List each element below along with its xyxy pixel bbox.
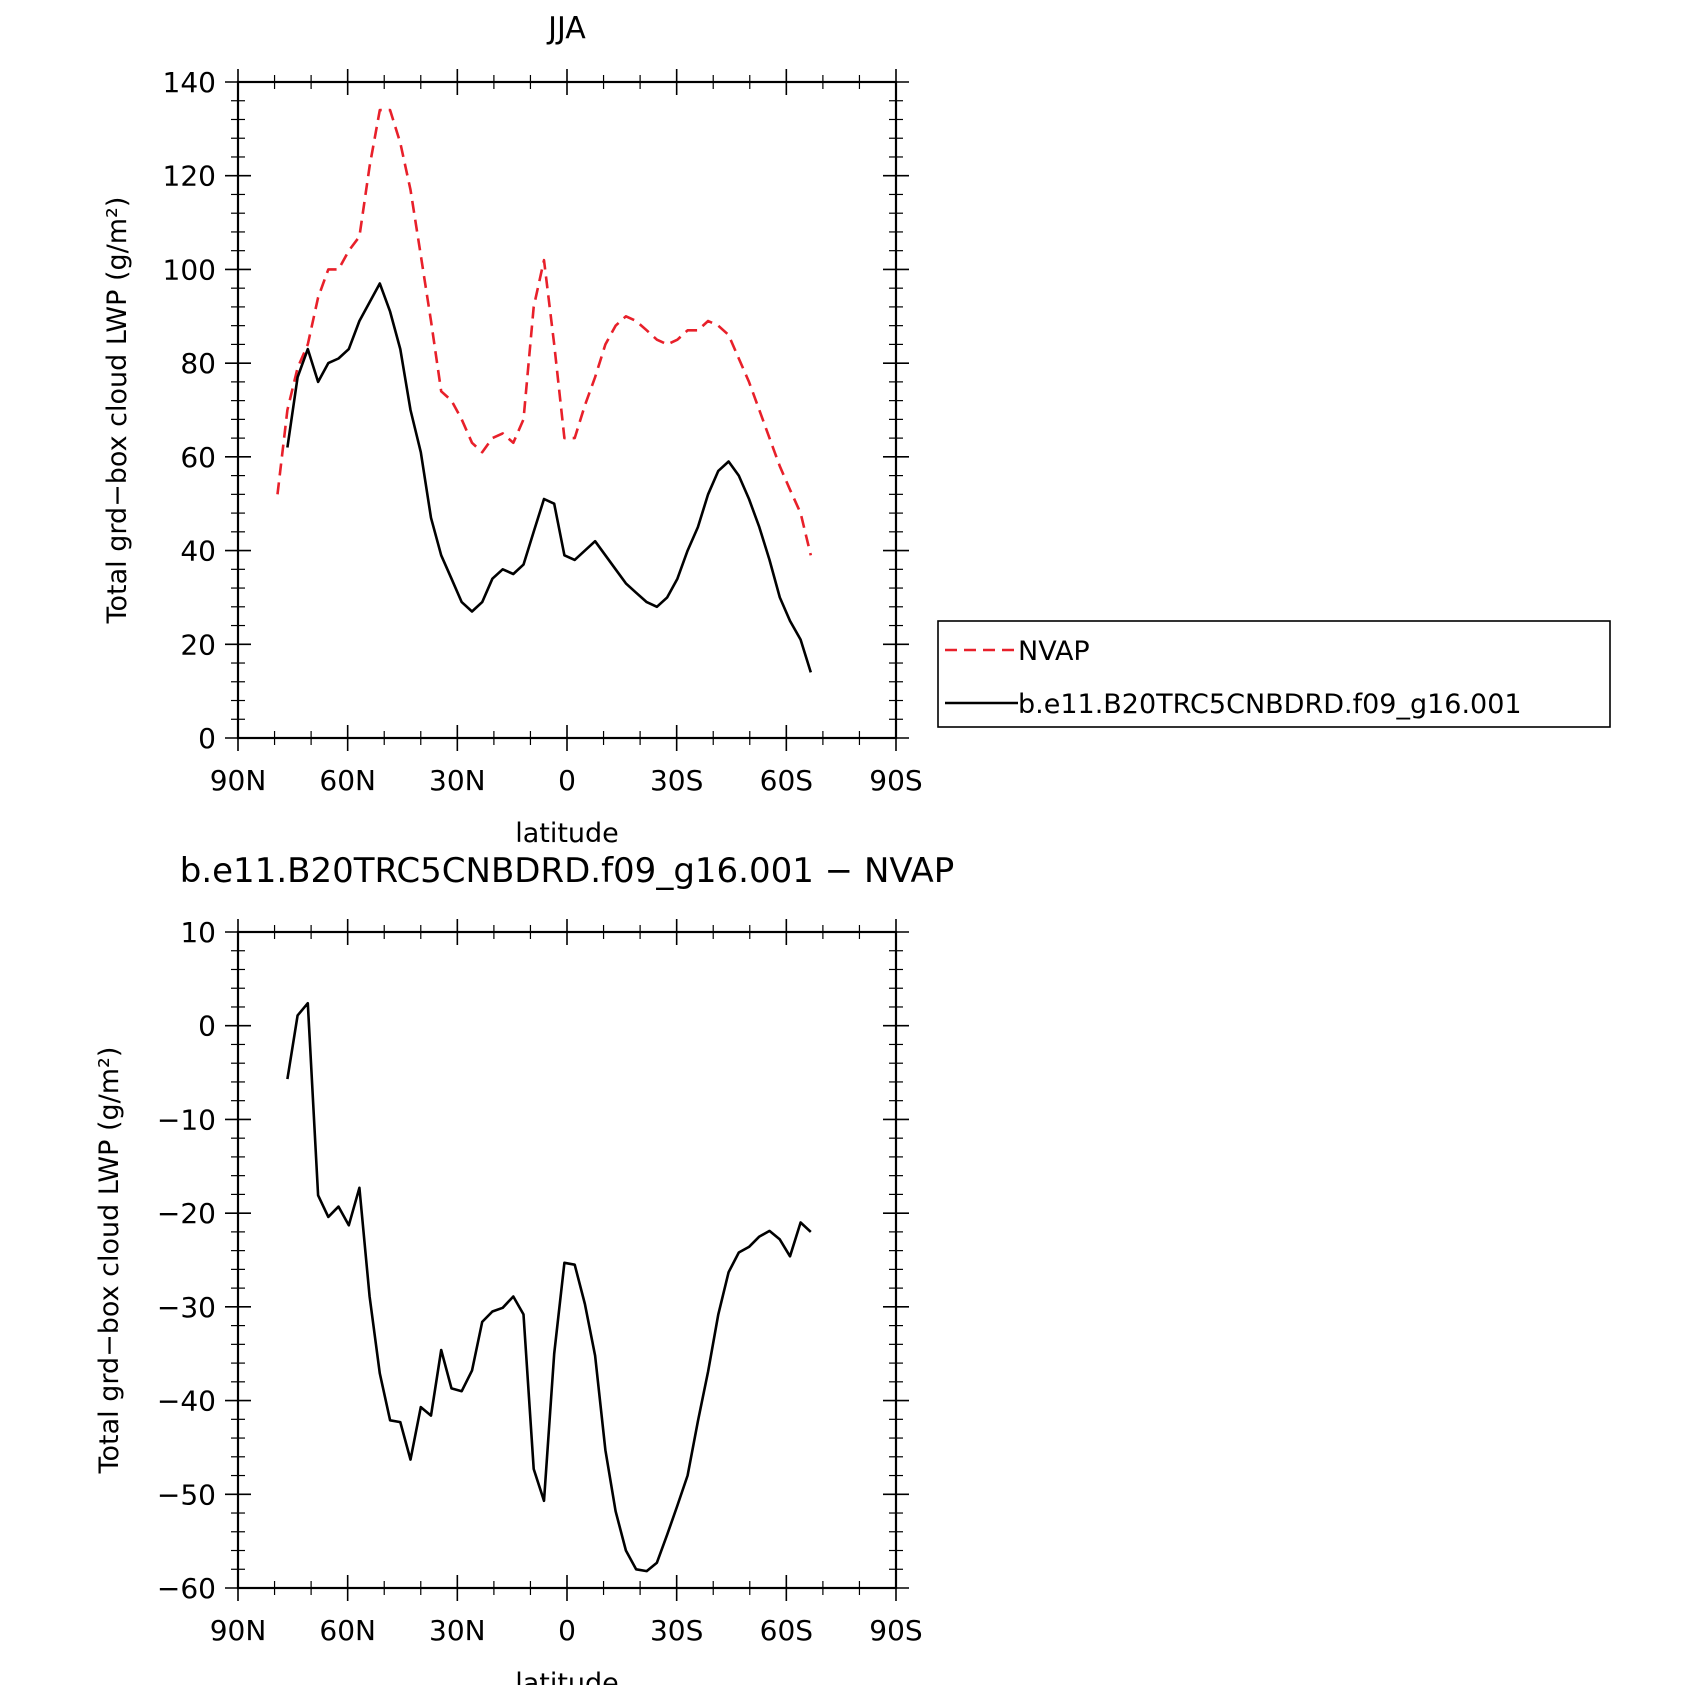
y-tick-label: 100: [163, 253, 216, 286]
y-tick-label: 0: [198, 722, 216, 755]
bottom-chart-tick-labels: −60 −50 −40 −30 −20 −10 0 10 90N 60N 30N 0 30S 60S 90S: [157, 916, 923, 1647]
y-tick-label: −20: [157, 1197, 216, 1230]
y-tick-label: 40: [180, 535, 216, 568]
bottom-chart-xlabel: latitude: [515, 1668, 619, 1685]
y-tick-label: −50: [157, 1478, 216, 1511]
y-tick-label: 80: [180, 347, 216, 380]
y-tick-label: 120: [163, 160, 216, 193]
x-tick-label: 60N: [319, 1614, 376, 1647]
series-line-b-e11-b20trc5cnbdrd-f09-g16-001: [286, 282, 813, 673]
y-tick-label: 10: [180, 916, 216, 949]
top-chart-ylabel: Total grd−box cloud LWP (g/m²): [102, 197, 133, 625]
difference-series-line: [286, 1001, 812, 1573]
legend-label-model: b.e11.B20TRC5CNBDRD.f09_g16.001: [1018, 689, 1522, 720]
series-line-nvap: [276, 108, 813, 556]
x-tick-label: 30N: [429, 1614, 486, 1647]
x-tick-label: 90S: [869, 764, 922, 797]
top-chart-series: [276, 108, 813, 673]
legend-box: [937, 620, 1611, 728]
bottom-chart-plot-frame: [236, 930, 898, 1590]
y-tick-label: −40: [157, 1385, 216, 1418]
top-chart-tick-labels: 0 20 40 60 80 100 120 140 90N 60N 30N 0 30S 60S 90S: [163, 66, 923, 797]
bottom-chart-series: [286, 1001, 812, 1573]
y-tick-label: −30: [157, 1291, 216, 1324]
x-tick-label: 60N: [319, 764, 376, 797]
y-tick-label: 140: [163, 66, 216, 99]
y-tick-label: −10: [157, 1103, 216, 1136]
x-tick-label: 30S: [650, 764, 703, 797]
bottom-chart-panel: b.e11.B20TRC5CNBDRD.f09_g16.001 − NVAP −…: [94, 851, 954, 1685]
y-tick-label: 0: [198, 1010, 216, 1043]
x-tick-label: 90N: [210, 1614, 267, 1647]
top-chart-ticks: [225, 69, 909, 751]
top-chart-plot-frame: [236, 80, 898, 740]
x-tick-label: 0: [558, 764, 576, 797]
x-tick-label: 30S: [650, 1614, 703, 1647]
x-tick-label: 90S: [869, 1614, 922, 1647]
top-chart-title: JJA: [546, 11, 586, 46]
top-chart-panel: JJA 0 20 40 60 80 100 120 140 90N 60N 30N 0 30S 60S 90…: [102, 11, 1611, 849]
y-tick-label: 60: [180, 441, 216, 474]
x-tick-label: 0: [558, 1614, 576, 1647]
top-chart-xlabel: latitude: [515, 818, 619, 849]
legend-label-nvap: NVAP: [1018, 636, 1090, 667]
y-tick-label: −60: [157, 1572, 216, 1605]
y-tick-label: 20: [180, 628, 216, 661]
x-tick-label: 60S: [760, 1614, 813, 1647]
x-tick-label: 90N: [210, 764, 267, 797]
top-chart-legend: NVAP b.e11.B20TRC5CNBDRD.f09_g16.001: [937, 620, 1611, 728]
bottom-chart-ylabel: Total grd−box cloud LWP (g/m²): [94, 1047, 125, 1475]
x-tick-label: 60S: [760, 764, 813, 797]
bottom-chart-title: b.e11.B20TRC5CNBDRD.f09_g16.001 − NVAP: [180, 851, 955, 891]
bottom-chart-ticks: [225, 919, 909, 1601]
x-tick-label: 30N: [429, 764, 486, 797]
